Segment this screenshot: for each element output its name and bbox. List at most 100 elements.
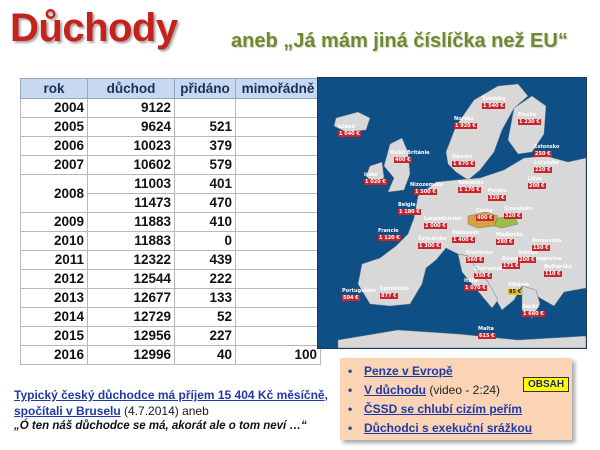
map-label-country: Švédsko <box>482 96 506 102</box>
map-label-country: Německo <box>458 180 484 186</box>
cell-pridano: 0 <box>174 231 236 251</box>
map-value: 1 500 € <box>414 189 437 195</box>
caption-suffix: (4.7.2014) aneb <box>120 404 209 418</box>
caption-quote: „Ó ten náš důchodce se má, akorát ale o … <box>14 420 307 432</box>
map-label-country: Albánie <box>508 282 530 288</box>
map-label-country: Polsko <box>488 188 507 194</box>
cell-mimoradne <box>235 155 321 175</box>
map-label-country: Rakousko <box>452 230 480 236</box>
map-value: 504 € <box>342 295 360 301</box>
map-label-country: Rumunsko <box>532 238 562 244</box>
cell-duchod: 11473 <box>87 193 175 213</box>
map-label-country: Malta <box>478 326 494 332</box>
cell-duchod: 12996 <box>87 345 175 365</box>
cell-duchod: 9122 <box>87 98 175 118</box>
map-value: 1 400 € <box>452 237 475 243</box>
map-value: 560 € <box>466 257 484 263</box>
table-row: 2011 12322 439 <box>20 250 321 270</box>
map-value: 85 € <box>508 289 523 295</box>
map-value: 250 € <box>534 151 552 157</box>
cell-duchod: 10023 <box>87 136 175 156</box>
brussels-income-link[interactable]: Typický český důchodce má příjem 15 404 … <box>14 388 328 418</box>
map-value: 400 € <box>476 215 494 221</box>
map-value: 877 € <box>380 293 398 299</box>
map-value: 1 040 € <box>338 131 361 137</box>
obsah-button[interactable]: OBSAH <box>523 377 570 392</box>
table-row: 2008 11003 401 <box>20 174 321 213</box>
table-row: 2015 12956 227 <box>20 326 321 346</box>
map-value: 171 € <box>502 263 520 269</box>
link-duchodci-exekuce[interactable]: Důchodci s exekuční srážkou <box>364 421 533 435</box>
map-value: 110 € <box>544 271 562 277</box>
cell-duchod: 11883 <box>87 231 175 251</box>
map-value: 1 180 € <box>398 209 421 215</box>
map-value: 1 230 € <box>518 119 541 125</box>
map-label-country: Slovinsko <box>466 250 493 256</box>
map-value: 350 € <box>474 273 492 279</box>
column-header-rok: rok <box>20 78 88 99</box>
cell-pridano: 379 <box>174 136 236 156</box>
cell-rok: 2010 <box>20 231 88 251</box>
cell-mimoradne <box>235 193 321 213</box>
map-value: 320 € <box>504 213 522 219</box>
cell-rok: 2007 <box>20 155 88 175</box>
map-value: 200 € <box>518 257 536 263</box>
map-value: 1 670 € <box>452 161 475 167</box>
map-label-country: Srbsko <box>518 250 538 256</box>
cell-pridano: 410 <box>174 212 236 232</box>
cell-rok: 2005 <box>20 117 88 137</box>
cell-mimoradne <box>235 250 321 270</box>
cell-mimoradne <box>235 288 321 308</box>
cell-rok: 2012 <box>20 269 88 289</box>
map-value: 320 € <box>488 195 506 201</box>
cell-duchod: 9624 <box>87 117 175 137</box>
map-value: 615 € <box>478 333 496 339</box>
links-list: Penze v Evropě V důchodu (video - 2:24) … <box>340 358 572 438</box>
cell-rok: 2004 <box>20 98 88 118</box>
map-label-country: Slovensko <box>504 206 533 212</box>
map-label-country: Česko <box>476 208 493 214</box>
link-note: (video - 2:24) <box>426 383 501 397</box>
column-header-duchod: důchod <box>87 78 175 99</box>
table-row: 2010 11883 0 <box>20 231 321 251</box>
map-label-country: Francie <box>378 228 399 234</box>
cell-mimoradne: 100 <box>235 345 321 365</box>
europe-pension-map: Island 1 040 € Švédsko 1 540 € Norsko 1 … <box>317 77 587 349</box>
map-value: 150 € <box>532 245 550 251</box>
table-row: 2013 12677 133 <box>20 288 321 308</box>
map-label-country: Dánsko <box>452 154 473 160</box>
cell-pridano: 52 <box>174 307 236 327</box>
list-item: Penze v Evropě <box>348 362 572 381</box>
link-v-duchodu[interactable]: V důchodu <box>364 383 426 397</box>
cell-mimoradne <box>235 269 321 289</box>
cell-mimoradne <box>235 231 321 251</box>
page-title: Důchody <box>10 6 178 50</box>
cell-pridano: 133 <box>174 288 236 308</box>
map-value: 400 € <box>394 157 412 163</box>
cell-duchod: 11883 <box>87 212 175 232</box>
cell-duchod: 11003 <box>87 174 175 194</box>
cell-pridano: 227 <box>174 326 236 346</box>
map-value: 220 € <box>534 167 552 173</box>
cell-duchod: 12544 <box>87 269 175 289</box>
list-item: ČSSD se chlubí cizím peřím <box>348 400 572 419</box>
link-cssd[interactable]: ČSSD se chlubí cizím peřím <box>364 402 523 416</box>
map-label-country: Portugalsko <box>342 288 376 294</box>
map-label-country: Itálie <box>464 278 479 284</box>
table-row: 2014 12729 52 <box>20 307 321 327</box>
list-item: Důchodci s exekuční srážkou <box>348 419 572 438</box>
table-row: 2012 12544 222 <box>20 269 321 289</box>
cell-pridano: 521 <box>174 117 236 137</box>
cell-mimoradne <box>235 307 321 327</box>
cell-duchod: 10602 <box>87 155 175 175</box>
map-label-country: Finsko <box>518 112 537 118</box>
links-box: Penze v Evropě V důchodu (video - 2:24) … <box>340 358 572 440</box>
map-label-country: Belgie <box>398 202 416 208</box>
cell-duchod: 12677 <box>87 288 175 308</box>
link-penze-v-evrope[interactable]: Penze v Evropě <box>364 364 453 378</box>
map-label-country: Chorvatsko <box>474 266 506 272</box>
map-value: 1 920 € <box>454 123 477 129</box>
map-value: 1 660 € <box>522 311 545 317</box>
column-header-pridano: přidáno <box>174 78 236 99</box>
map-label-country: Norsko <box>454 116 474 122</box>
